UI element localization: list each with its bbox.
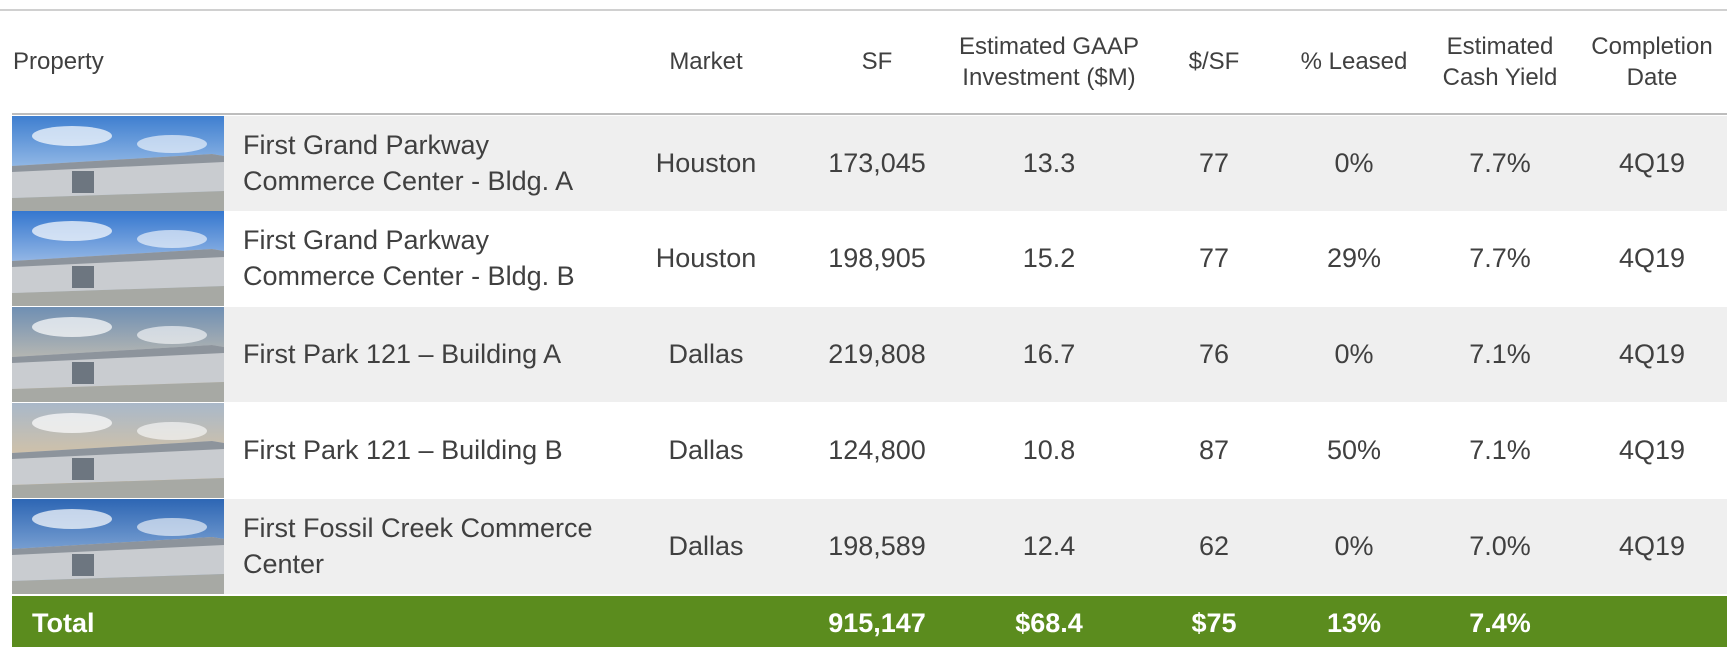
- cell-value: 77: [1149, 116, 1279, 211]
- page: Property MarketSFEstimated GAAP Investmen…: [0, 0, 1727, 647]
- cell-value: 29%: [1294, 211, 1414, 306]
- cell-value: 7.7%: [1425, 116, 1575, 211]
- cell-value: 4Q19: [1577, 211, 1727, 306]
- property-photo: [12, 211, 224, 306]
- photo-drawing: [12, 307, 224, 402]
- property-photo: [12, 307, 224, 402]
- photo-drawing: [12, 499, 224, 594]
- total-value: $75: [1149, 596, 1279, 652]
- property-name: First Park 121 – Building B: [243, 403, 623, 498]
- property-photo: [12, 499, 224, 594]
- cell-value: 13.3: [949, 116, 1149, 211]
- cell-value: 4Q19: [1577, 499, 1727, 594]
- property-photo: [12, 116, 224, 211]
- cell-value: Houston: [636, 116, 776, 211]
- cell-value: 219,808: [797, 307, 957, 402]
- total-label: Total: [32, 596, 232, 652]
- total-value: 7.4%: [1425, 596, 1575, 652]
- column-header: $/SF: [1149, 11, 1279, 113]
- cell-value: Houston: [636, 211, 776, 306]
- column-header: SF: [797, 11, 957, 113]
- property-name: First Fossil Creek Commerce Center: [243, 499, 623, 594]
- property-photo: [12, 403, 224, 498]
- cell-value: 0%: [1294, 499, 1414, 594]
- photo-drawing: [12, 211, 224, 306]
- cell-value: 198,905: [797, 211, 957, 306]
- total-value: 915,147: [797, 596, 957, 652]
- cell-value: 15.2: [949, 211, 1149, 306]
- cell-value: 0%: [1294, 116, 1414, 211]
- cell-value: 4Q19: [1577, 403, 1727, 498]
- header-rule: [12, 113, 1727, 115]
- cell-value: 0%: [1294, 307, 1414, 402]
- cell-value: Dallas: [636, 499, 776, 594]
- total-value: $68.4: [949, 596, 1149, 652]
- cell-value: 7.7%: [1425, 211, 1575, 306]
- cell-value: 12.4: [949, 499, 1149, 594]
- column-header: Estimated GAAP Investment ($M): [949, 11, 1149, 113]
- photo-drawing: [12, 116, 224, 211]
- column-header: Property: [13, 11, 313, 113]
- property-name: First Grand Parkway Commerce Center - Bl…: [243, 211, 623, 306]
- cell-value: 77: [1149, 211, 1279, 306]
- column-header: Completion Date: [1577, 11, 1727, 113]
- column-header: % Leased: [1294, 11, 1414, 113]
- total-value: 13%: [1294, 596, 1414, 652]
- cell-value: 50%: [1294, 403, 1414, 498]
- cell-value: Dallas: [636, 307, 776, 402]
- cell-value: 10.8: [949, 403, 1149, 498]
- cell-value: 124,800: [797, 403, 957, 498]
- cell-value: 62: [1149, 499, 1279, 594]
- property-name: First Grand Parkway Commerce Center - Bl…: [243, 116, 623, 211]
- photo-drawing: [12, 403, 224, 498]
- cell-value: 173,045: [797, 116, 957, 211]
- cell-value: 16.7: [949, 307, 1149, 402]
- cell-value: 76: [1149, 307, 1279, 402]
- column-header: Estimated Cash Yield: [1425, 11, 1575, 113]
- column-header: Market: [636, 11, 776, 113]
- cell-value: 198,589: [797, 499, 957, 594]
- cell-value: 4Q19: [1577, 307, 1727, 402]
- cell-value: 7.1%: [1425, 403, 1575, 498]
- property-name: First Park 121 – Building A: [243, 307, 623, 402]
- cell-value: 7.0%: [1425, 499, 1575, 594]
- cell-value: Dallas: [636, 403, 776, 498]
- cell-value: 4Q19: [1577, 116, 1727, 211]
- cell-value: 87: [1149, 403, 1279, 498]
- cell-value: 7.1%: [1425, 307, 1575, 402]
